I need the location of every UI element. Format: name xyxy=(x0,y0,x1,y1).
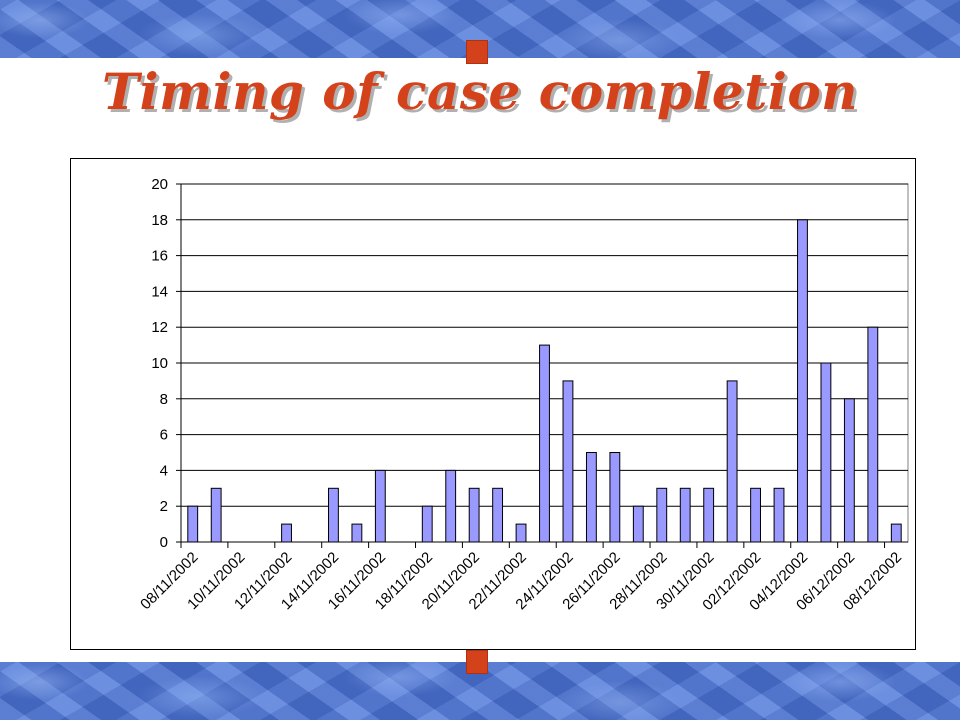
bar-09/11/2002 xyxy=(210,487,222,543)
bar-26/11/2002 xyxy=(609,452,621,543)
bar-19/11/2002 xyxy=(445,469,457,543)
bar-16/11/2002 xyxy=(374,469,386,543)
bar-20/11/2002 xyxy=(468,487,480,543)
bar-21/11/2002 xyxy=(492,487,504,543)
y-tick-label: 4 xyxy=(160,462,168,479)
top-title-marker xyxy=(466,40,488,64)
y-tick-label: 10 xyxy=(151,355,168,372)
bar-08/12/2002 xyxy=(890,523,902,543)
bar-chart: 0246810121416182008/11/200210/11/200212/… xyxy=(137,176,909,614)
y-tick-label: 0 xyxy=(160,534,168,551)
bar-23/11/2002 xyxy=(539,344,550,543)
bottom-decorative-band xyxy=(0,662,960,720)
bar-07/12/2002 xyxy=(867,326,879,543)
bar-15/11/2002 xyxy=(351,523,363,543)
bar-18/11/2002 xyxy=(421,505,433,543)
bar-14/11/2002 xyxy=(328,487,339,543)
bar-01/12/2002 xyxy=(726,380,738,543)
bar-02/12/2002 xyxy=(750,487,761,543)
bar-08/11/2002 xyxy=(187,505,199,543)
bar-29/11/2002 xyxy=(679,487,691,543)
bar-28/11/2002 xyxy=(656,487,668,543)
y-tick-label: 16 xyxy=(151,248,168,265)
y-tick-label: 6 xyxy=(160,427,168,444)
chart-frame: 0 2 4 6 8 10 12 14 16 18 20 08/11/2002 10/11/2002 12/… xyxy=(70,158,916,650)
y-tick-label: 2 xyxy=(160,498,168,515)
y-tick-label: 20 xyxy=(151,176,168,193)
y-tick-label: 8 xyxy=(160,391,168,408)
bar-25/11/2002 xyxy=(585,452,597,543)
bar-30/11/2002 xyxy=(703,487,715,543)
bar-06/12/2002 xyxy=(843,398,855,543)
bar-05/12/2002 xyxy=(820,362,832,543)
bar-27/11/2002 xyxy=(632,505,644,543)
slide-title: Timing of case completion xyxy=(101,62,859,121)
bar-12/11/2002 xyxy=(281,523,292,543)
bar-22/11/2002 xyxy=(515,523,527,543)
top-decorative-band xyxy=(0,0,960,58)
bar-03/12/2002 xyxy=(773,487,785,543)
y-tick-label: 14 xyxy=(151,283,168,300)
y-tick-label: 18 xyxy=(151,212,168,229)
bottom-title-marker xyxy=(466,650,488,674)
bar-24/11/2002 xyxy=(562,380,574,543)
bar-04/12/2002 xyxy=(797,219,808,543)
y-tick-label: 12 xyxy=(151,319,168,336)
